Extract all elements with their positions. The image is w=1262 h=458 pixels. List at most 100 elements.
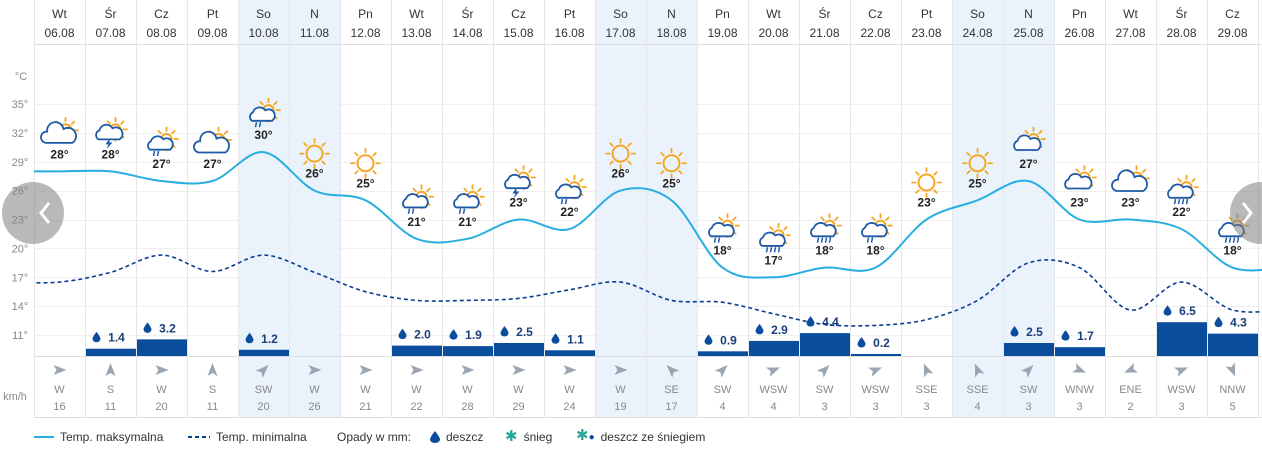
wind-direction-label: ENE: [1119, 384, 1142, 396]
wind-speed-label: 19: [614, 401, 626, 413]
day-date: 15.08: [503, 26, 533, 40]
max-temp-label: 22°: [1172, 205, 1190, 219]
wind-direction-label: SW: [714, 384, 732, 396]
y-axis-unit-label: °C: [15, 71, 27, 83]
max-temp-label: 22°: [560, 205, 578, 219]
day-name: Wt: [52, 7, 67, 21]
day-name: Cz: [511, 7, 526, 21]
sun-icon: [656, 147, 687, 179]
wind-direction-label: NNW: [1219, 384, 1246, 396]
wind-direction-label: W: [564, 384, 575, 396]
wind-direction-label: W: [309, 384, 320, 396]
precip-label-group: 1.1: [551, 332, 584, 346]
max-temp-label: 18°: [866, 244, 884, 258]
day-name: N: [1024, 7, 1033, 21]
precip-label-group: 0.9: [704, 333, 737, 347]
max-temp-label: 18°: [815, 244, 833, 258]
max-temp-label: 27°: [203, 157, 221, 171]
precip-value-label: 4.3: [1230, 316, 1247, 330]
raindrop-icon: [551, 333, 560, 344]
wind-direction-arrow-icon: [614, 365, 628, 375]
sun-icon: [605, 138, 636, 170]
precip-bar: [86, 348, 136, 356]
prev-button[interactable]: [2, 182, 64, 244]
max-temp-line: [34, 151, 1262, 279]
chevron-right-icon: [1241, 202, 1253, 224]
sun-icon: [962, 147, 993, 179]
day-name: Pt: [564, 7, 576, 21]
wind-direction-arrow-icon: [868, 367, 882, 377]
day-name: Wt: [1123, 7, 1138, 21]
precip-bar: [392, 345, 442, 356]
sun-cloud-heavy-rain-icon: [810, 213, 842, 243]
raindrop-icon: [1010, 326, 1019, 337]
weekend-column-bg: [952, 0, 1003, 418]
max-temp-label: 30°: [254, 128, 272, 142]
min-temp-line: [34, 254, 1262, 327]
wind-direction-arrow-icon: [207, 363, 218, 376]
precip-value-label: 2.9: [771, 323, 788, 337]
wind-direction-arrow-icon: [974, 363, 985, 378]
max-temp-label: 28°: [101, 147, 119, 161]
max-temp-label: 25°: [662, 176, 680, 190]
precip-value-label: 1.9: [465, 328, 482, 342]
max-temp-label: 26°: [611, 167, 629, 181]
wind-direction-arrow-icon: [359, 365, 373, 375]
raindrop-icon: [449, 329, 458, 340]
precip-bar: [1055, 347, 1105, 356]
wind-speed-label: 17: [665, 401, 677, 413]
wind-speed-label: 28: [461, 401, 473, 413]
thunderstorm-icon: [95, 116, 128, 150]
precip-value-label: 0.2: [873, 336, 890, 350]
max-temp-label: 25°: [968, 176, 986, 190]
day-date: 07.08: [95, 26, 125, 40]
precip-value-label: 2.0: [414, 328, 431, 342]
day-date: 23.08: [911, 26, 941, 40]
sun-cloud-heavy-rain-icon: [759, 222, 791, 253]
wind-speed-label: 11: [207, 401, 218, 413]
precip-label-group: 1.9: [449, 328, 482, 342]
partly-cloudy-icon: [1111, 165, 1150, 192]
day-date: 10.08: [248, 26, 278, 40]
precip-bar: [443, 346, 493, 356]
max-temp-label: 23°: [1121, 196, 1139, 210]
wind-speed-label: 16: [53, 401, 65, 413]
raindrop-icon: [755, 323, 764, 335]
weather-chart: °C 35° 32° 29° 26° 23° 20° 17° 14° 11° km/h Wt 06.08…: [3, 0, 1262, 418]
precip-bar: [137, 339, 187, 356]
raindrop-icon: [430, 431, 440, 443]
day-name: So: [613, 7, 628, 21]
y-tick-label: 11°: [12, 330, 28, 342]
max-temp-label: 18°: [1223, 244, 1241, 258]
day-date: 08.08: [146, 26, 176, 40]
wind-direction-label: W: [360, 384, 371, 396]
day-name: So: [970, 7, 985, 21]
precip-label-group: 2.5: [1010, 325, 1043, 339]
precip-label-group: 4.4: [806, 315, 839, 329]
precip-label-group: 3.2: [143, 321, 176, 335]
legend-precip-title: Opady w mm:: [337, 430, 411, 444]
wind-direction-arrow-icon: [1174, 367, 1188, 377]
day-date: 24.08: [962, 26, 992, 40]
legend-min-temp: Temp. minimalna: [188, 430, 307, 444]
y-tick-label: 29°: [12, 157, 29, 169]
wind-speed-label: 2: [1127, 401, 1133, 413]
wind-direction-label: SE: [664, 384, 679, 396]
day-name: So: [256, 7, 271, 21]
day-date: 17.08: [605, 26, 635, 40]
wind-direction-label: S: [107, 384, 114, 396]
wind-direction-arrow-icon: [1020, 365, 1034, 378]
precip-bar: [545, 350, 595, 356]
day-date: 14.08: [452, 26, 482, 40]
max-temp-label: 23°: [509, 196, 527, 210]
precip-bar: [239, 349, 289, 356]
wind-speed-label: 24: [563, 401, 575, 413]
raindrop-icon: [704, 334, 713, 345]
max-temp-label: 28°: [50, 147, 68, 161]
wind-speed-label: 3: [1076, 401, 1082, 413]
wind-speed-label: 22: [410, 401, 422, 413]
wind-direction-arrow-icon: [461, 365, 475, 375]
legend-max-line-icon: [34, 436, 54, 438]
wind-direction-label: WSW: [861, 384, 890, 396]
wind-direction-arrow-icon: [512, 365, 526, 375]
